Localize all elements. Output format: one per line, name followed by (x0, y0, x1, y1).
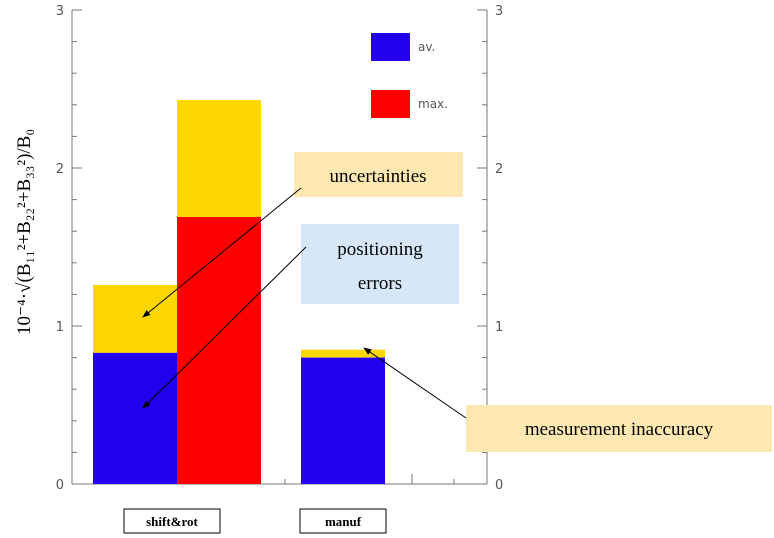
bar-value-segment (301, 357, 385, 484)
y-tick-label-left: 2 (56, 162, 64, 177)
y-tick-label-right: 2 (495, 162, 503, 177)
annotation-uncertainties: uncertainties (329, 166, 426, 187)
legend-label: av. (418, 40, 435, 54)
arrow-positioning (142, 246, 307, 409)
annotation-box-uncertainties (294, 152, 463, 197)
y-tick-label-right: 3 (495, 4, 503, 19)
legend-swatch (371, 90, 410, 118)
annotation-measurement: measurement inaccuracy (525, 419, 714, 440)
category-label-box (123, 508, 221, 534)
category-labels: shift&rot manuf (123, 508, 387, 534)
annotation-positioning-line2: errors (358, 273, 402, 294)
uncertainty-segment (177, 100, 261, 217)
arrow-measurement (363, 347, 467, 419)
y-tick-label-right: 0 (495, 478, 503, 493)
annotation-positioning-line1: positioning (337, 239, 423, 260)
legend-label: max. (418, 97, 448, 111)
uncertainty-segment (93, 284, 177, 353)
annotation-box-positioning (301, 224, 459, 304)
annotation-box-measurement (466, 405, 772, 452)
legend-swatch (371, 33, 410, 61)
y-tick-label-right: 1 (495, 320, 503, 335)
arrow-uncertainties (142, 187, 302, 318)
bars (93, 100, 385, 485)
category-label: manuf (325, 514, 362, 529)
y-tick-label-left: 3 (56, 4, 64, 19)
y-axis-label-group: 10⁻⁴·√(B₁₁²+B₂₂²+B₃₃²)/B₀ (14, 129, 35, 335)
category-label-box (299, 508, 387, 534)
uncertainty-segment (301, 349, 385, 358)
bar-value-segment (93, 352, 177, 484)
bar-value-segment (177, 216, 261, 485)
y-tick-label-left: 1 (56, 320, 64, 335)
y-tick-label-left: 0 (56, 478, 64, 493)
y-axis-label: 10⁻⁴·√(B₁₁²+B₂₂²+B₃₃²)/B₀ (14, 129, 35, 335)
legend: av. max. (371, 33, 448, 118)
category-label: shift&rot (146, 514, 198, 529)
annotations: uncertainties positioning errors measuremen… (142, 152, 772, 452)
